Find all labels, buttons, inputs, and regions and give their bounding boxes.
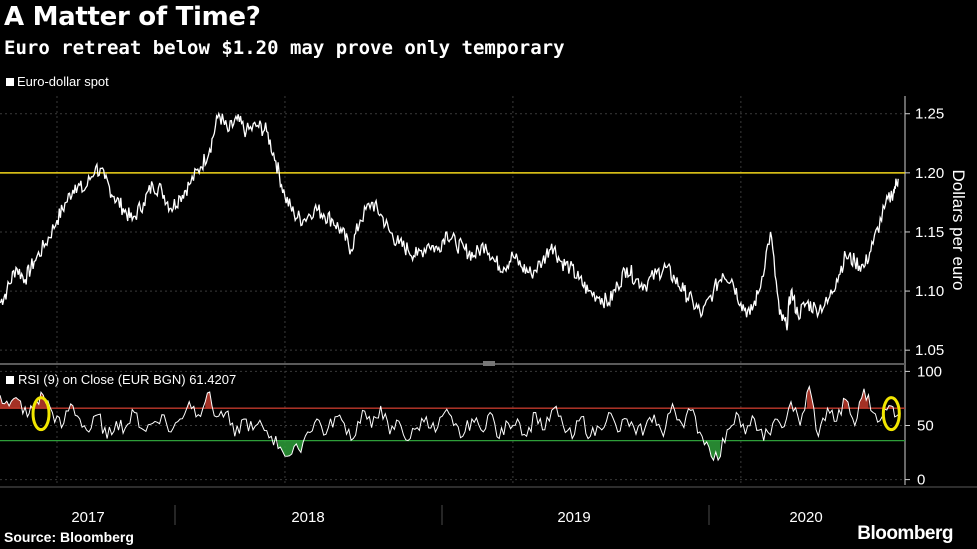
- rsi-legend: RSI (9) on Close (EUR BGN) 61.4207: [6, 372, 236, 387]
- chart-subtitle: Euro retreat below $1.20 may prove only …: [4, 37, 565, 59]
- price-y-tick-label: 1.10: [915, 283, 944, 300]
- oversold-area: [704, 440, 721, 461]
- rsi-y-tick-label: 50: [917, 418, 934, 435]
- oversold-area: [278, 440, 304, 457]
- overbought-area: [859, 388, 869, 409]
- bloomberg-logo: Bloomberg: [857, 523, 953, 544]
- highlight-circle: [31, 396, 51, 432]
- price-legend: Euro-dollar spot: [6, 74, 109, 89]
- price-y-tick-label: 1.15: [915, 224, 944, 241]
- chart-title: A Matter of Time?: [4, 2, 261, 32]
- rsi-panel: [0, 384, 905, 462]
- rsi-line: [0, 384, 899, 462]
- price-legend-label: Euro-dollar spot: [17, 74, 109, 89]
- rsi-y-tick-label: 0: [917, 472, 925, 489]
- price-y-tick-label: 1.20: [915, 165, 944, 182]
- euro-dollar-spot-line: [0, 111, 899, 331]
- axes: 2017 2018 2019 2020 1.25 1.20 1.15 1.10 1.05 100 5…: [71, 106, 944, 526]
- price-y-tick-label: 1.05: [915, 342, 944, 359]
- price-panel: [0, 111, 905, 331]
- overbought-area: [0, 395, 21, 409]
- x-tick-label: 2020: [789, 509, 822, 526]
- x-tick-label: 2019: [557, 509, 590, 526]
- legend-swatch: [6, 78, 14, 86]
- panel-resize-handle: [483, 361, 495, 366]
- x-tick-label: 2018: [291, 509, 324, 526]
- source-note: Source: Bloomberg: [4, 529, 134, 545]
- chart-frame: [0, 96, 977, 488]
- rsi-legend-label: RSI (9) on Close (EUR BGN) 61.4207: [18, 372, 237, 387]
- x-tick-label: 2017: [71, 509, 104, 526]
- highlight-circle: [881, 396, 901, 432]
- price-y-tick-label: 1.25: [915, 106, 944, 123]
- grid-lines: [0, 96, 905, 485]
- rsi-y-tick-label: 100: [917, 363, 942, 380]
- overbought-area: [807, 386, 814, 409]
- legend-swatch: [6, 376, 14, 384]
